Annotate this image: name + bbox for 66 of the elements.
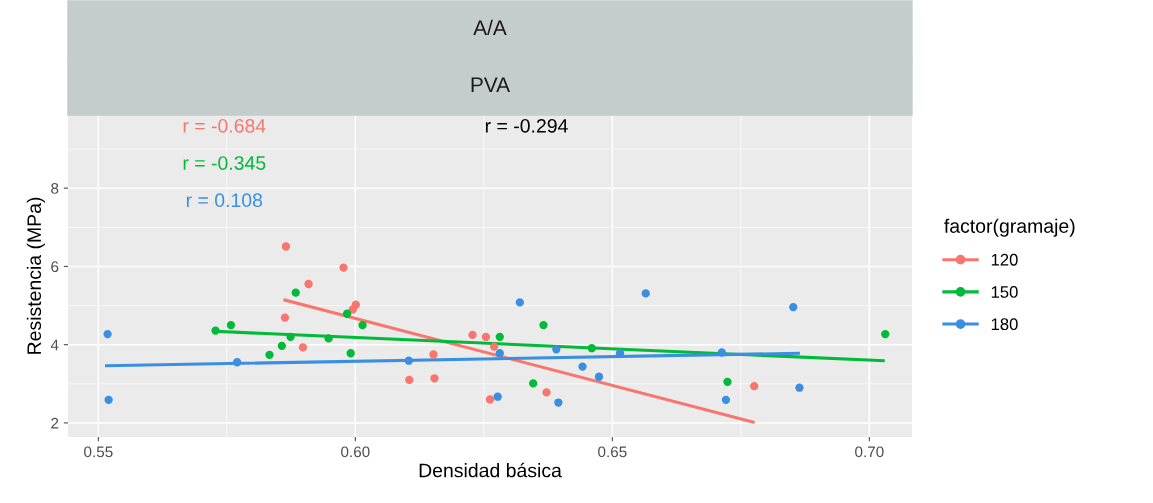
point (552, 345, 561, 354)
y-tick-label: 2 (51, 417, 59, 429)
point (539, 320, 548, 330)
chart-subtitle: PVA (471, 77, 511, 92)
point (594, 372, 604, 381)
point (304, 279, 313, 289)
legend-title: factor(gramaje) (944, 218, 1075, 237)
chart-title: A/A (473, 19, 507, 36)
point (404, 356, 413, 365)
point (468, 330, 477, 340)
point (587, 344, 596, 353)
point (795, 383, 804, 392)
point (104, 395, 113, 404)
point (485, 395, 495, 404)
point (481, 332, 491, 342)
point (515, 298, 524, 307)
point (405, 375, 414, 385)
x-tick-label: 0.60 (341, 446, 370, 458)
point (346, 349, 355, 358)
point (339, 263, 348, 272)
x-tick-label: 0.65 (598, 446, 627, 458)
point (211, 326, 220, 335)
point (489, 342, 499, 351)
annotation: r = -0.294 (485, 118, 568, 133)
point (226, 320, 236, 330)
x-tick-label: 0.55 (84, 446, 113, 458)
y-tick-label: 8 (51, 183, 59, 194)
legend-label: 120 (991, 253, 1018, 266)
legend-label: 150 (991, 286, 1018, 298)
point (789, 302, 798, 312)
point (429, 350, 438, 359)
point (430, 374, 439, 383)
point (277, 341, 286, 351)
point (495, 332, 504, 342)
annotation: r = -0.345 (183, 156, 266, 170)
point (358, 320, 367, 330)
point (103, 329, 112, 339)
point (232, 358, 242, 367)
point (529, 379, 538, 388)
point (265, 350, 274, 359)
point (554, 398, 563, 407)
point (286, 332, 295, 342)
point (324, 334, 333, 343)
point (298, 343, 308, 352)
point (280, 313, 290, 322)
point (721, 395, 731, 404)
point (542, 388, 551, 397)
y-tick-label: 6 (51, 261, 59, 273)
legend-label: 180 (991, 318, 1018, 331)
y-axis-title: Resistencia (MPa) (26, 197, 45, 354)
point (750, 381, 759, 391)
point (723, 377, 732, 386)
point (641, 289, 650, 298)
point (495, 349, 504, 358)
point (578, 362, 587, 371)
point (281, 242, 291, 251)
annotation: r = -0.684 (183, 118, 266, 133)
point (717, 348, 726, 357)
y-tick-label: 4 (50, 339, 59, 351)
x-axis-title: Densidad básica (419, 462, 562, 478)
point (342, 309, 352, 318)
point (493, 392, 502, 401)
point (881, 329, 890, 339)
annotation: r = 0.108 (186, 193, 263, 208)
point (291, 288, 300, 297)
x-tick-label: 0.70 (855, 446, 884, 458)
